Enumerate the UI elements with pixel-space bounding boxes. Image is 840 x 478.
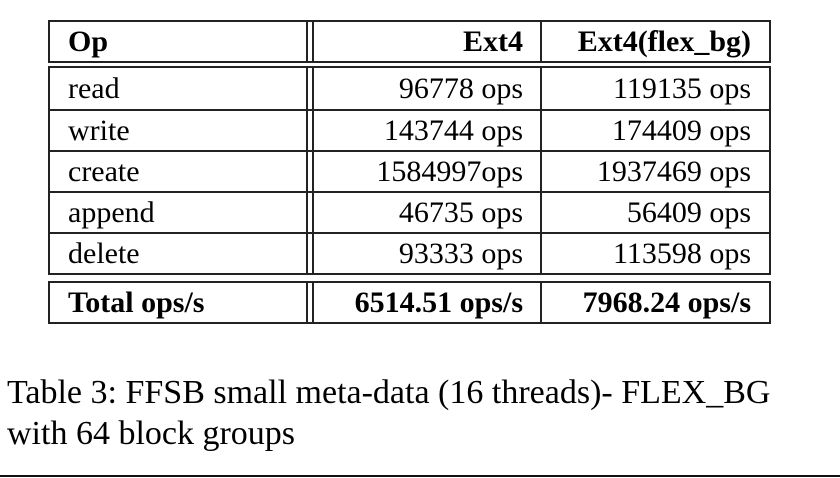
cell-ext4: 96778 ops	[398, 71, 523, 105]
cell-ext4: 93333 ops	[398, 236, 523, 270]
table-row: delete 93333 ops 113598 ops	[50, 232, 769, 273]
column-divider	[540, 68, 542, 109]
table-body: read 96778 ops 119135 ops write 143744 o…	[48, 66, 771, 275]
caption-line-2: with 64 block groups	[7, 415, 296, 452]
column-divider	[312, 152, 314, 191]
column-divider	[306, 152, 308, 191]
column-divider	[540, 283, 542, 322]
column-divider	[540, 111, 542, 150]
cell-op: read	[68, 71, 120, 105]
cell-ext4-flex-bg: 56409 ops	[626, 195, 751, 229]
column-divider	[540, 193, 542, 232]
column-divider	[312, 111, 314, 150]
cell-ext4: 143744 ops	[383, 113, 523, 147]
header-ext4-flex-bg: Ext4(flex_bg)	[577, 24, 751, 58]
cell-ext4: 1584997ops	[376, 154, 523, 188]
cell-op: write	[68, 113, 130, 147]
cell-ext4-flex-bg: 174409 ops	[611, 113, 751, 147]
column-divider	[312, 234, 314, 273]
horizontal-rule	[0, 475, 840, 477]
column-divider	[312, 22, 314, 61]
table-caption: Table 3: FFSB small meta-data (16 thread…	[7, 372, 837, 454]
cell-op: append	[68, 195, 155, 229]
header-ext4: Ext4	[463, 24, 523, 58]
header-row: Op Ext4 Ext4(flex_bg)	[50, 22, 769, 61]
cell-op: delete	[68, 236, 140, 270]
header-op: Op	[68, 24, 109, 58]
cell-ext4: 46735 ops	[398, 195, 523, 229]
table-row: append 46735 ops 56409 ops	[50, 191, 769, 232]
column-divider	[540, 152, 542, 191]
column-divider	[306, 111, 308, 150]
table-total: Total ops/s 6514.51 ops/s 7968.24 ops/s	[48, 281, 771, 324]
column-divider	[312, 283, 314, 322]
total-row: Total ops/s 6514.51 ops/s 7968.24 ops/s	[50, 283, 769, 322]
cell-ext4-flex-bg: 113598 ops	[612, 236, 751, 270]
column-divider	[540, 234, 542, 273]
table-row: write 143744 ops 174409 ops	[50, 109, 769, 150]
column-divider	[306, 234, 308, 273]
column-divider	[306, 22, 308, 61]
table-header: Op Ext4 Ext4(flex_bg)	[48, 20, 771, 63]
table-row: create 1584997ops 1937469 ops	[50, 150, 769, 191]
total-ext4: 6514.51 ops/s	[354, 285, 523, 319]
total-label: Total ops/s	[68, 285, 205, 319]
cell-ext4-flex-bg: 1937469 ops	[596, 154, 751, 188]
caption-line-1: Table 3: FFSB small meta-data (16 thread…	[7, 374, 771, 411]
cell-ext4-flex-bg: 119135 ops	[612, 71, 751, 105]
total-ext4-flex-bg: 7968.24 ops/s	[582, 285, 751, 319]
column-divider	[306, 283, 308, 322]
column-divider	[312, 68, 314, 109]
column-divider	[306, 193, 308, 232]
column-divider	[306, 68, 308, 109]
cell-op: create	[68, 154, 140, 188]
column-divider	[312, 193, 314, 232]
column-divider	[540, 22, 542, 61]
table-row: read 96778 ops 119135 ops	[50, 68, 769, 109]
